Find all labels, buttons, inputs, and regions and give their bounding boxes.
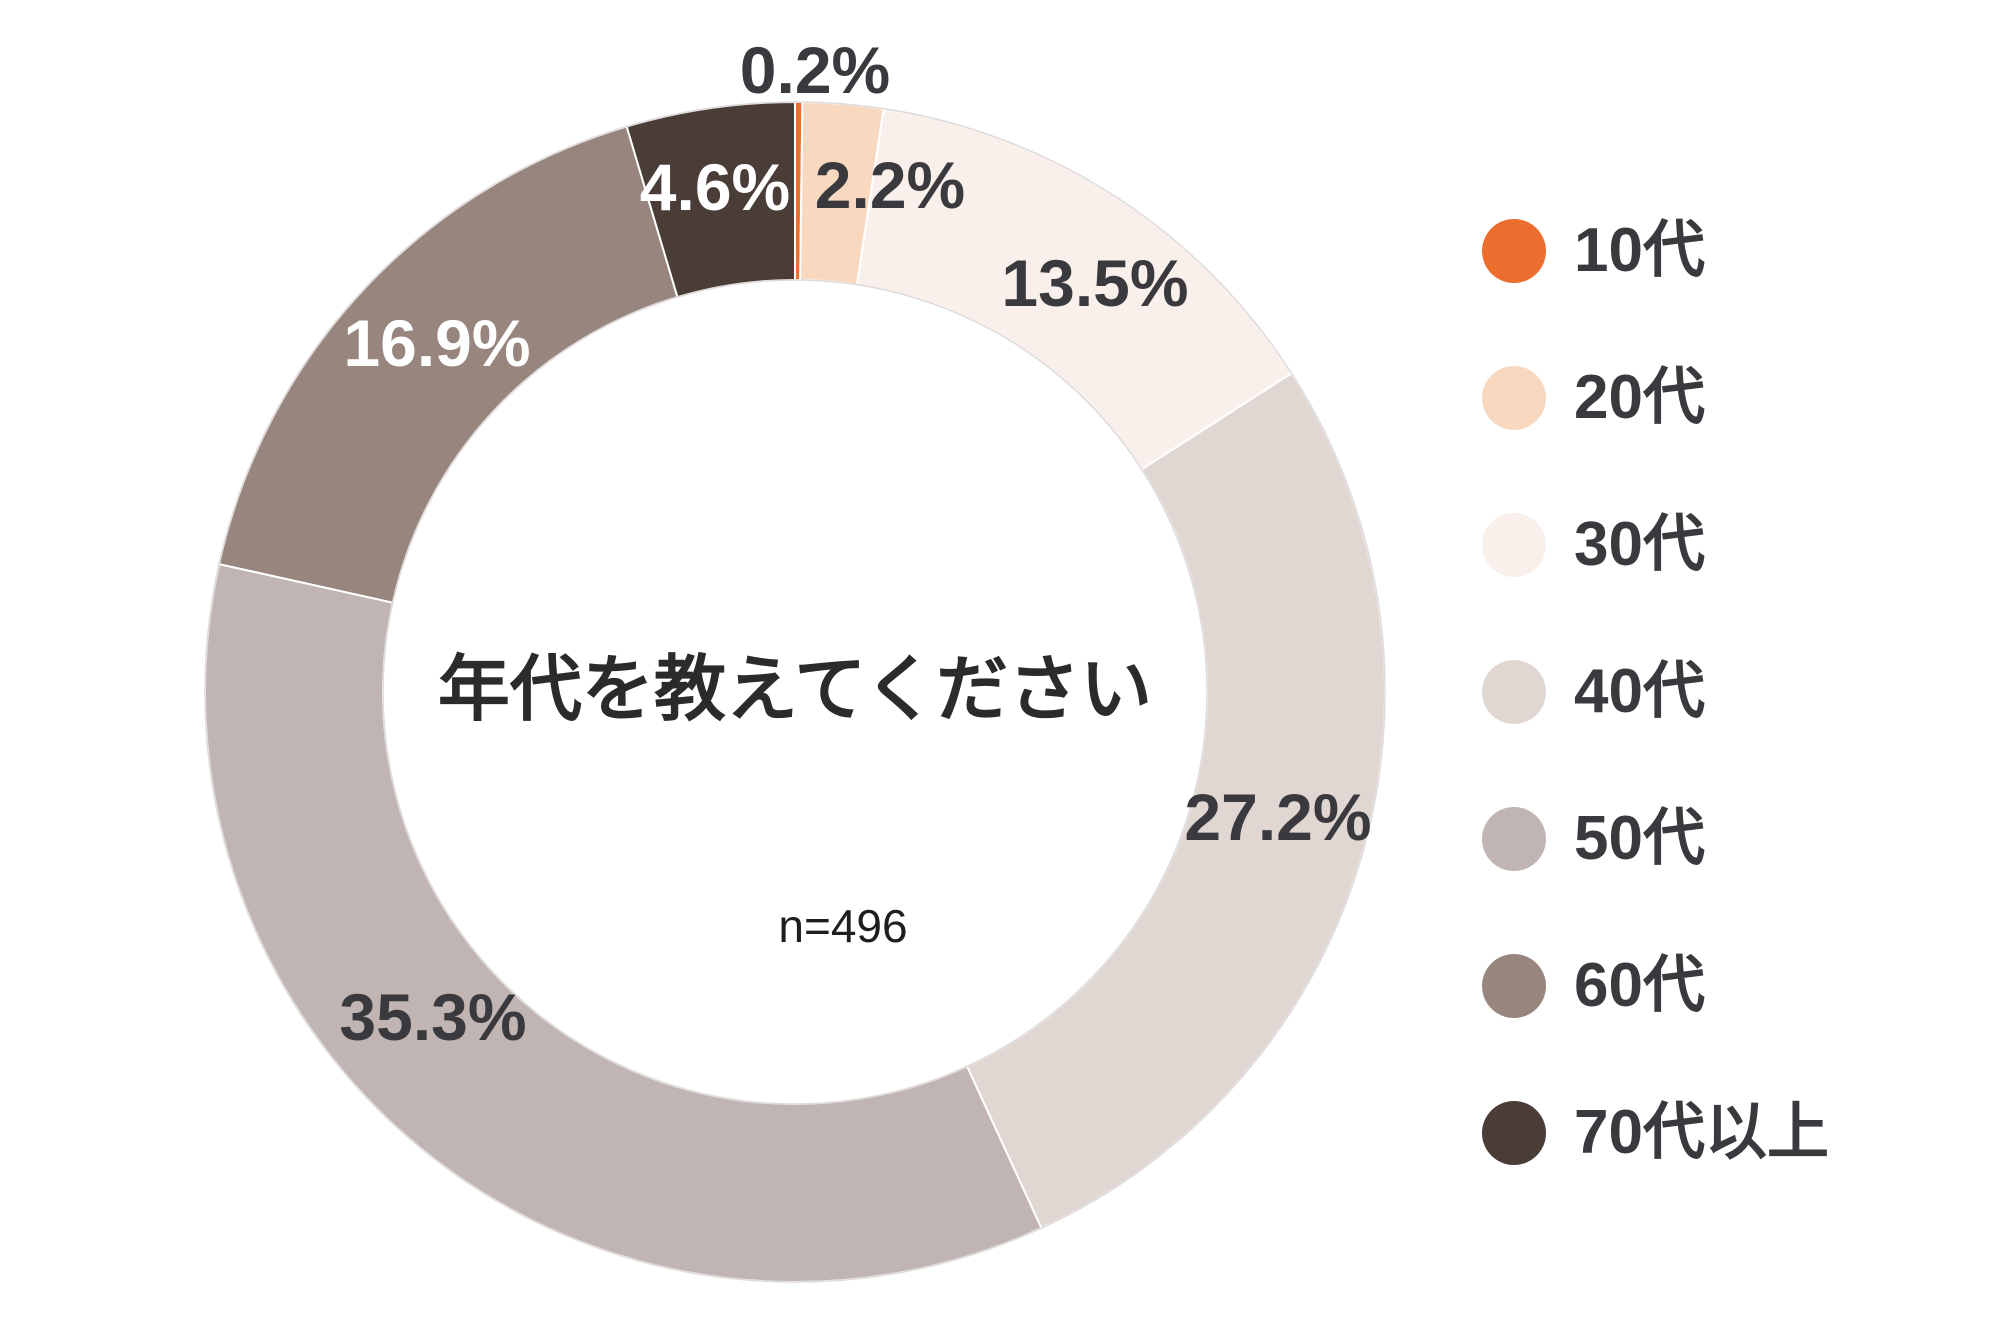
donut-inner-rim xyxy=(382,279,1208,1105)
donut-slice-3 xyxy=(965,371,1386,1230)
legend-swatch-icon xyxy=(1482,807,1546,871)
legend-item-5: 60代 xyxy=(1482,954,1829,1018)
donut-slice-5 xyxy=(217,125,679,604)
legend-label: 40代 xyxy=(1574,657,1705,726)
chart-legend: 10代 20代 30代 40代 50代 60代 70代以上 xyxy=(1482,219,1829,1248)
legend-swatch-icon xyxy=(1482,1101,1546,1165)
legend-swatch-icon xyxy=(1482,660,1546,724)
legend-item-3: 40代 xyxy=(1482,660,1829,724)
legend-swatch-icon xyxy=(1482,366,1546,430)
donut-outer-rim xyxy=(204,101,1386,1283)
legend-item-6: 70代以上 xyxy=(1482,1101,1829,1165)
legend-swatch-icon xyxy=(1482,513,1546,577)
legend-item-1: 20代 xyxy=(1482,366,1829,430)
slice-label-0: 0.2% xyxy=(739,33,891,107)
legend-label: 50代 xyxy=(1574,804,1705,873)
legend-label: 30代 xyxy=(1574,510,1705,579)
legend-label: 60代 xyxy=(1574,951,1705,1020)
slice-label-5: 16.9% xyxy=(343,306,531,380)
sample-size-label: n=496 xyxy=(778,900,908,952)
legend-label: 70代以上 xyxy=(1574,1098,1829,1167)
chart-title: 年代を教えてください xyxy=(437,650,1153,730)
slice-label-6: 4.6% xyxy=(639,150,791,224)
slice-label-1: 2.2% xyxy=(814,148,966,222)
donut-slice-4 xyxy=(204,562,1043,1283)
slice-label-4: 35.3% xyxy=(339,980,527,1054)
legend-swatch-icon xyxy=(1482,954,1546,1018)
legend-swatch-icon xyxy=(1482,219,1546,283)
legend-item-4: 50代 xyxy=(1482,807,1829,871)
slice-label-3: 27.2% xyxy=(1184,780,1372,854)
donut-slice-6 xyxy=(625,100,796,299)
legend-item-0: 10代 xyxy=(1482,219,1829,283)
legend-item-2: 30代 xyxy=(1482,513,1829,577)
legend-label: 10代 xyxy=(1574,216,1705,285)
legend-label: 20代 xyxy=(1574,363,1705,432)
slice-label-2: 13.5% xyxy=(1001,246,1189,320)
